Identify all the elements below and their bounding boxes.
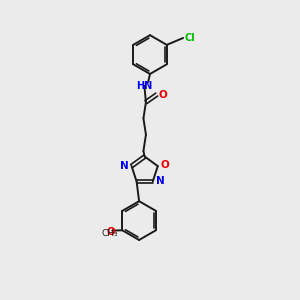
Text: HN: HN: [136, 81, 152, 91]
Text: N: N: [120, 161, 129, 171]
Text: Cl: Cl: [184, 33, 195, 43]
Text: O: O: [106, 227, 115, 237]
Text: N: N: [156, 176, 164, 187]
Text: O: O: [159, 90, 167, 100]
Text: CH₃: CH₃: [101, 229, 118, 238]
Text: O: O: [160, 160, 169, 170]
